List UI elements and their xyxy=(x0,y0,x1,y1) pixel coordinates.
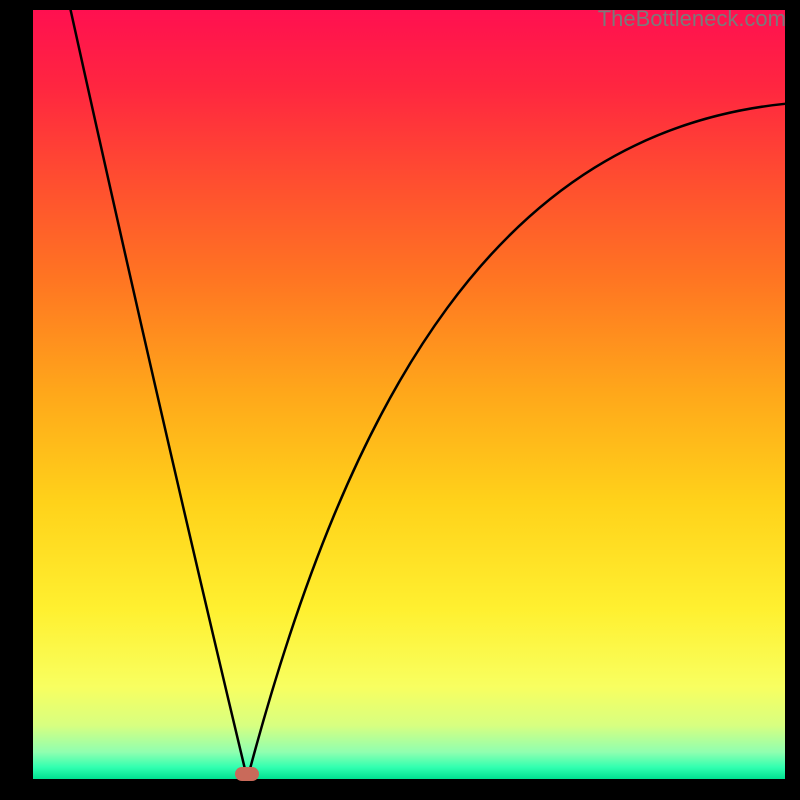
bottleneck-curve-path xyxy=(71,10,785,779)
minimum-marker xyxy=(235,767,259,781)
bottleneck-curve xyxy=(0,0,800,800)
watermark-text: TheBottleneck.com xyxy=(598,6,786,32)
chart-container: TheBottleneck.com xyxy=(0,0,800,800)
